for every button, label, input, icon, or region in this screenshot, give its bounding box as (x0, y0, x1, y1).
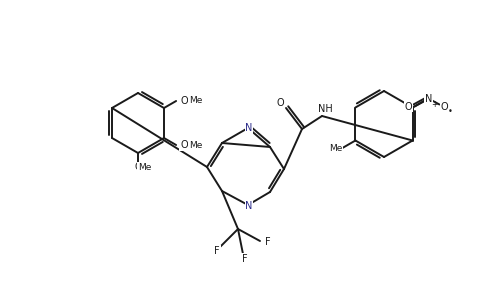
Text: F: F (214, 246, 220, 256)
Text: F: F (242, 254, 248, 264)
Text: Me: Me (329, 144, 342, 153)
Text: Me: Me (138, 163, 151, 172)
Text: F: F (265, 237, 271, 247)
Text: •: • (448, 107, 453, 116)
Text: O: O (276, 98, 284, 108)
Text: Me: Me (189, 141, 203, 150)
Text: N: N (246, 201, 253, 211)
Text: +: + (431, 100, 438, 109)
Text: NH: NH (317, 104, 332, 114)
Text: O: O (134, 162, 142, 173)
Text: N: N (425, 93, 432, 104)
Text: O: O (405, 102, 412, 111)
Text: O: O (180, 140, 188, 150)
Text: N: N (246, 123, 253, 133)
Text: O: O (180, 96, 188, 106)
Text: O: O (441, 102, 448, 113)
Text: Me: Me (189, 96, 203, 105)
Text: O: O (331, 143, 339, 153)
